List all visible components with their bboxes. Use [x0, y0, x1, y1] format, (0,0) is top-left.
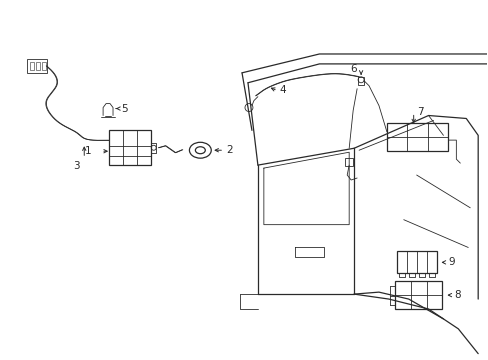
- Text: 5: 5: [121, 104, 127, 113]
- Text: 7: 7: [416, 107, 423, 117]
- Bar: [27, 59, 46, 73]
- Text: 4: 4: [279, 85, 286, 95]
- Bar: [109, 130, 150, 165]
- Text: 1: 1: [84, 146, 91, 156]
- Text: 8: 8: [453, 290, 460, 300]
- Bar: [41, 62, 45, 70]
- Text: 2: 2: [225, 145, 232, 155]
- Bar: [394, 281, 442, 309]
- Text: 6: 6: [350, 64, 356, 74]
- Text: 9: 9: [447, 257, 454, 267]
- Bar: [357, 77, 364, 85]
- Bar: [396, 251, 436, 273]
- Bar: [386, 123, 447, 151]
- Text: 3: 3: [74, 161, 80, 171]
- Bar: [36, 62, 40, 70]
- Bar: [345, 158, 352, 166]
- Bar: [30, 62, 34, 70]
